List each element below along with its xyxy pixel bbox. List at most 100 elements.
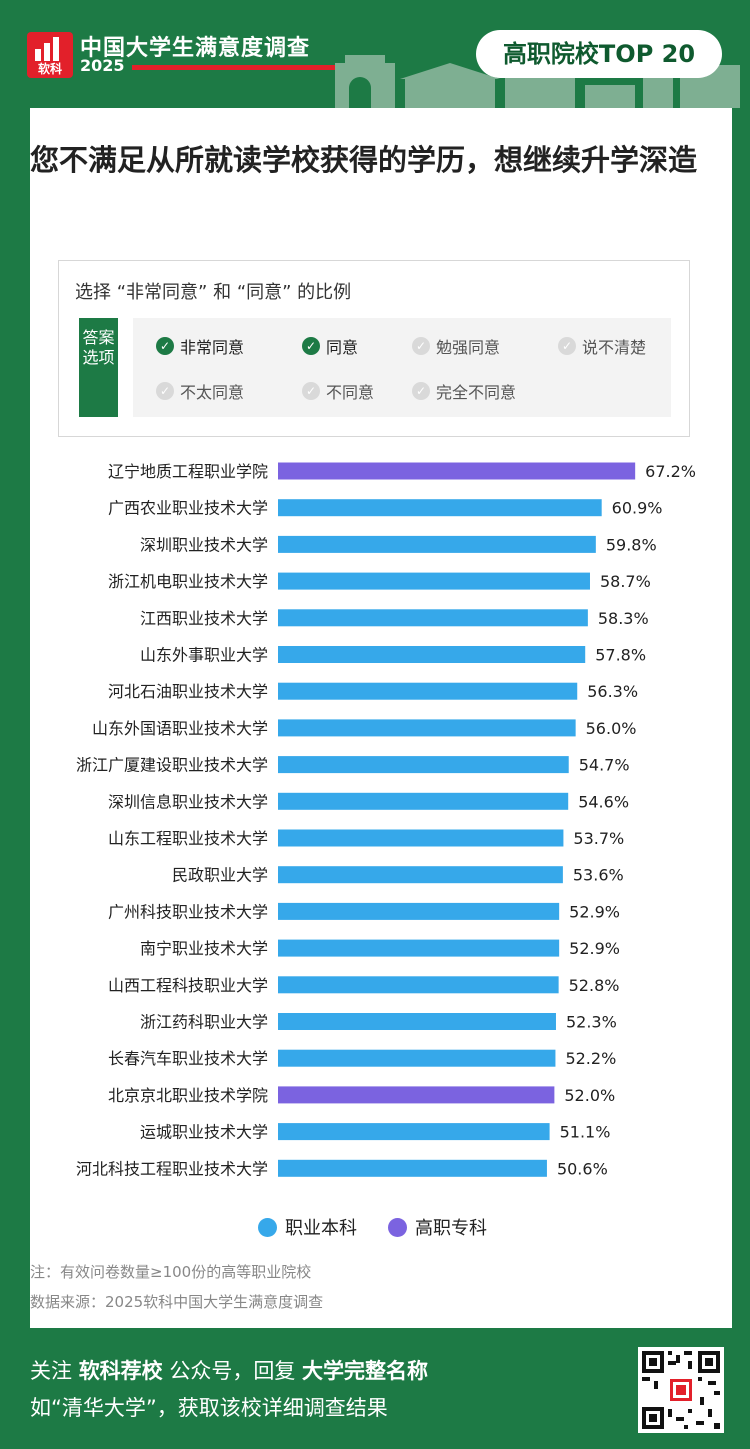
bar bbox=[278, 829, 564, 847]
value-label: 67.2% bbox=[645, 462, 696, 481]
option-unsure: ✓ 说不清楚 bbox=[558, 334, 646, 358]
category-label: 南宁职业技术大学 bbox=[140, 939, 268, 958]
check-icon: ✓ bbox=[156, 337, 174, 355]
footer-line-1: 关注 软科荐校 公众号，回复 大学完整名称 bbox=[30, 1355, 428, 1385]
value-label: 59.8% bbox=[606, 535, 657, 554]
bar bbox=[278, 572, 590, 590]
legend-dot-icon bbox=[258, 1217, 277, 1237]
brand-year: 2025 bbox=[80, 56, 125, 75]
category-label: 广西农业职业技术大学 bbox=[108, 499, 268, 518]
category-label: 辽宁地质工程职业学院 bbox=[108, 462, 268, 481]
options-caption: 选择 “非常同意” 和 “同意” 的比例 bbox=[75, 282, 352, 303]
qr-code-icon[interactable] bbox=[638, 1347, 724, 1433]
bar bbox=[278, 535, 596, 553]
footer-banner bbox=[0, 1328, 750, 1449]
category-label: 浙江药科职业大学 bbox=[140, 1013, 268, 1032]
value-label: 60.9% bbox=[612, 499, 663, 518]
category-label: 江西职业技术大学 bbox=[140, 609, 268, 628]
legend-dot-icon bbox=[388, 1217, 407, 1237]
value-label: 50.6% bbox=[557, 1159, 608, 1178]
footer-account-name: 软科荐校 bbox=[78, 1359, 163, 1383]
category-label: 山东外事职业大学 bbox=[140, 646, 268, 665]
bar bbox=[278, 646, 586, 663]
bar bbox=[278, 719, 576, 737]
bar bbox=[278, 976, 559, 994]
bar bbox=[278, 1086, 555, 1104]
footnote: 注：有效问卷数量≥100份的高等职业院校 bbox=[30, 1263, 312, 1281]
option-label: 同意 bbox=[326, 338, 359, 357]
options-side-label: 答案选项 bbox=[79, 318, 118, 417]
value-label: 52.3% bbox=[566, 1013, 617, 1032]
brand-logo: 软科 bbox=[27, 32, 73, 78]
check-icon: ✓ bbox=[558, 337, 576, 355]
option-label: 非常同意 bbox=[180, 338, 245, 357]
bar bbox=[278, 499, 602, 517]
category-label: 河北石油职业技术大学 bbox=[108, 682, 268, 701]
bar bbox=[278, 939, 560, 957]
legend-item-specialist: 高职专科 bbox=[388, 1214, 487, 1240]
legend-label: 职业本科 bbox=[285, 1218, 357, 1239]
check-icon: ✓ bbox=[412, 337, 430, 355]
option-slightly-disagree: ✓ 不太同意 bbox=[156, 379, 244, 403]
bar bbox=[278, 792, 569, 810]
value-label: 53.7% bbox=[573, 829, 624, 848]
category-label: 民政职业大学 bbox=[172, 866, 268, 885]
bar bbox=[278, 462, 636, 480]
value-label: 58.7% bbox=[600, 572, 651, 591]
category-label: 长春汽车职业技术大学 bbox=[108, 1049, 268, 1068]
option-label: 不太同意 bbox=[180, 383, 245, 402]
category-label: 广州科技职业技术大学 bbox=[108, 902, 268, 921]
option-disagree: ✓ 不同意 bbox=[302, 379, 374, 403]
footer-line-2: 如“清华大学”，获取该校详细调查结果 bbox=[30, 1396, 388, 1420]
value-label: 57.8% bbox=[595, 646, 646, 665]
option-label: 不同意 bbox=[326, 383, 375, 402]
brand-title: 中国大学生满意度调查 bbox=[80, 36, 311, 61]
value-label: 52.0% bbox=[564, 1086, 615, 1105]
category-label: 深圳信息职业技术大学 bbox=[108, 792, 268, 811]
bar bbox=[278, 1123, 550, 1141]
value-label: 52.9% bbox=[569, 939, 620, 958]
legend-label: 高职专科 bbox=[415, 1218, 487, 1239]
option-label: 完全不同意 bbox=[436, 383, 517, 402]
value-label: 58.3% bbox=[598, 609, 649, 628]
check-icon: ✓ bbox=[302, 337, 320, 355]
bar bbox=[278, 902, 560, 920]
category-label: 运城职业技术大学 bbox=[140, 1123, 268, 1142]
footer-text: 公众号，回复 bbox=[162, 1359, 303, 1383]
category-label: 山西工程科技职业大学 bbox=[108, 976, 268, 995]
check-icon: ✓ bbox=[412, 382, 430, 400]
category-label: 浙江机电职业技术大学 bbox=[108, 572, 268, 591]
category-label: 山东工程职业技术大学 bbox=[108, 829, 268, 848]
option-somewhat-agree: ✓ 勉强同意 bbox=[412, 334, 500, 358]
ranking-badge: 高职院校TOP 20 bbox=[476, 30, 722, 78]
option-label: 勉强同意 bbox=[436, 338, 501, 357]
value-label: 52.2% bbox=[565, 1049, 616, 1068]
campus-skyline-illustration bbox=[335, 55, 740, 108]
footer-text: 关注 bbox=[30, 1359, 79, 1383]
value-label: 51.1% bbox=[560, 1123, 611, 1142]
bar bbox=[278, 682, 578, 700]
check-icon: ✓ bbox=[302, 382, 320, 400]
bar bbox=[278, 1159, 547, 1177]
logo-text: 软科 bbox=[37, 62, 62, 76]
footer-keyword: 大学完整名称 bbox=[302, 1359, 429, 1383]
legend-item-bachelor: 职业本科 bbox=[258, 1214, 357, 1240]
bar bbox=[278, 609, 588, 627]
category-label: 河北科技工程职业技术大学 bbox=[76, 1159, 268, 1178]
bar bbox=[278, 1049, 556, 1067]
value-label: 52.8% bbox=[569, 976, 620, 995]
value-label: 56.0% bbox=[586, 719, 637, 738]
value-label: 53.6% bbox=[573, 866, 624, 885]
bar-chart: 辽宁地质工程职业学院 67.2% 广西农业职业技术大学 60.9% 深圳职业技术大学 59… bbox=[76, 462, 696, 1178]
brand-underline bbox=[132, 65, 335, 70]
bar bbox=[278, 1013, 556, 1030]
bar bbox=[278, 866, 563, 884]
options-panel bbox=[133, 318, 671, 417]
question-title: 您不满足从所就读学校获得的学历，想继续升学深造 bbox=[30, 143, 698, 177]
data-source: 数据来源：2025软科中国大学生满意度调查 bbox=[30, 1293, 324, 1311]
option-strongly-disagree: ✓ 完全不同意 bbox=[412, 379, 516, 403]
category-label: 北京京北职业技术学院 bbox=[108, 1086, 268, 1105]
category-label: 浙江广厦建设职业技术大学 bbox=[76, 756, 268, 775]
category-label: 深圳职业技术大学 bbox=[140, 535, 268, 554]
bar bbox=[278, 756, 569, 774]
